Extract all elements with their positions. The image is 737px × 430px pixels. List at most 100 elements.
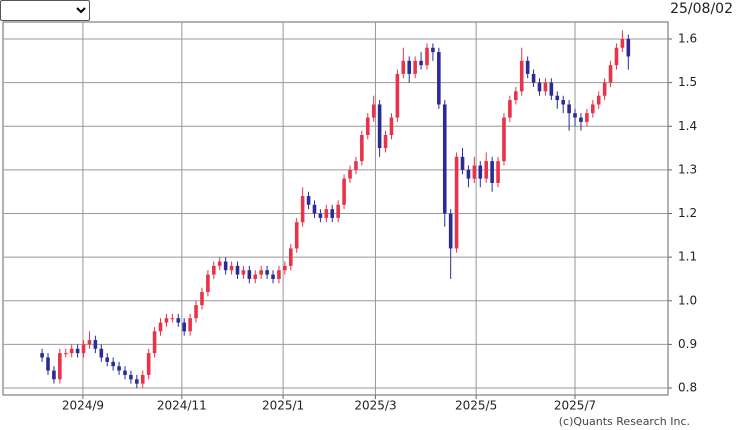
candle-body (336, 204, 340, 218)
candle-body (561, 100, 565, 105)
candle-body (129, 374, 133, 380)
candle-body (448, 213, 453, 249)
candle-body (354, 161, 358, 170)
candle-body (283, 265, 287, 271)
candle-body (271, 274, 275, 279)
period-select[interactable] (0, 0, 90, 21)
candle-body (348, 169, 352, 179)
candle-body (212, 265, 216, 275)
candle-body (188, 318, 192, 332)
candle-body (87, 340, 92, 345)
candle-body (543, 82, 548, 92)
candle-body (484, 161, 489, 179)
candle-body (75, 348, 80, 354)
candle-body (105, 357, 110, 362)
candle-body (99, 348, 104, 358)
x-tick-label: 2024/9 (62, 399, 104, 413)
candle-body (472, 165, 477, 179)
candle-body (365, 117, 370, 135)
candle-body (324, 209, 329, 218)
candle-body (419, 60, 423, 66)
candle-body (40, 353, 44, 358)
candle-body (58, 353, 62, 380)
candle-body (46, 357, 50, 371)
candle-body (330, 209, 335, 218)
candle-body (223, 261, 228, 271)
candle-body (229, 265, 234, 271)
candle-body (549, 82, 554, 96)
candle-body (585, 113, 589, 122)
x-tick-label: 2024/11 (157, 399, 207, 413)
candle-body (573, 113, 577, 118)
candle-body (200, 292, 204, 306)
candle-body (52, 370, 56, 380)
candle-body (164, 318, 169, 323)
candle-body (508, 100, 512, 118)
candle-body (93, 340, 98, 349)
candle-body (318, 213, 323, 218)
candle-body (247, 270, 252, 279)
candle-body (217, 261, 222, 266)
candle-body (277, 270, 281, 279)
candle-body (253, 274, 258, 279)
candle-body (259, 270, 263, 275)
candle-body (519, 60, 524, 92)
chart-date: 25/08/02 (670, 1, 733, 17)
candle-body (158, 322, 163, 332)
candle-body (614, 47, 619, 66)
candle-body (152, 331, 157, 354)
candle-body (460, 156, 465, 170)
candle-body (478, 165, 483, 179)
candle-body (241, 270, 246, 275)
candle-body (454, 156, 459, 249)
y-tick-label: 1.1 (678, 250, 697, 264)
candle-body (117, 366, 121, 371)
candle-body (342, 178, 346, 205)
candle-body (182, 322, 187, 332)
candle-body (442, 104, 447, 214)
candle-body (300, 196, 305, 223)
candle-body (294, 222, 299, 249)
candle-body (626, 39, 631, 57)
candle-body (537, 82, 542, 92)
candle-body (431, 47, 435, 53)
candle-body (531, 73, 536, 83)
candle-body (496, 161, 500, 183)
candle-body (407, 60, 412, 74)
candle-body (377, 104, 382, 149)
y-tick-label: 1.4 (678, 119, 697, 133)
candle-body (111, 361, 115, 367)
candle-body (620, 39, 625, 48)
candle-body (81, 344, 86, 354)
candle-body (176, 318, 181, 323)
candle-body (206, 274, 210, 293)
y-tick-label: 1.3 (678, 162, 697, 176)
y-tick-label: 1.5 (678, 75, 697, 89)
candle-body (146, 353, 151, 375)
candle-body (360, 134, 364, 162)
candle-body (525, 60, 530, 74)
candle-body (490, 161, 494, 183)
candle-body (170, 318, 175, 320)
plot-frame (2, 21, 669, 396)
candle-body (123, 370, 127, 375)
candle-body (312, 204, 317, 214)
candle-body (502, 117, 506, 162)
candle-body (306, 196, 311, 205)
candle-body (602, 82, 607, 96)
candle-body (401, 60, 406, 74)
candle-body (555, 95, 560, 101)
candle-body (596, 95, 601, 105)
candle-body (383, 134, 388, 149)
candle-body (437, 52, 441, 105)
candle-body (608, 65, 613, 83)
candle-body (395, 73, 400, 118)
candle-body (389, 117, 394, 135)
candle-body (514, 91, 518, 101)
y-tick-label: 0.9 (678, 337, 697, 351)
candle-body (265, 270, 269, 275)
candle-body (371, 104, 376, 118)
y-tick-label: 0.8 (678, 381, 697, 395)
y-tick-label: 1.6 (678, 32, 697, 46)
